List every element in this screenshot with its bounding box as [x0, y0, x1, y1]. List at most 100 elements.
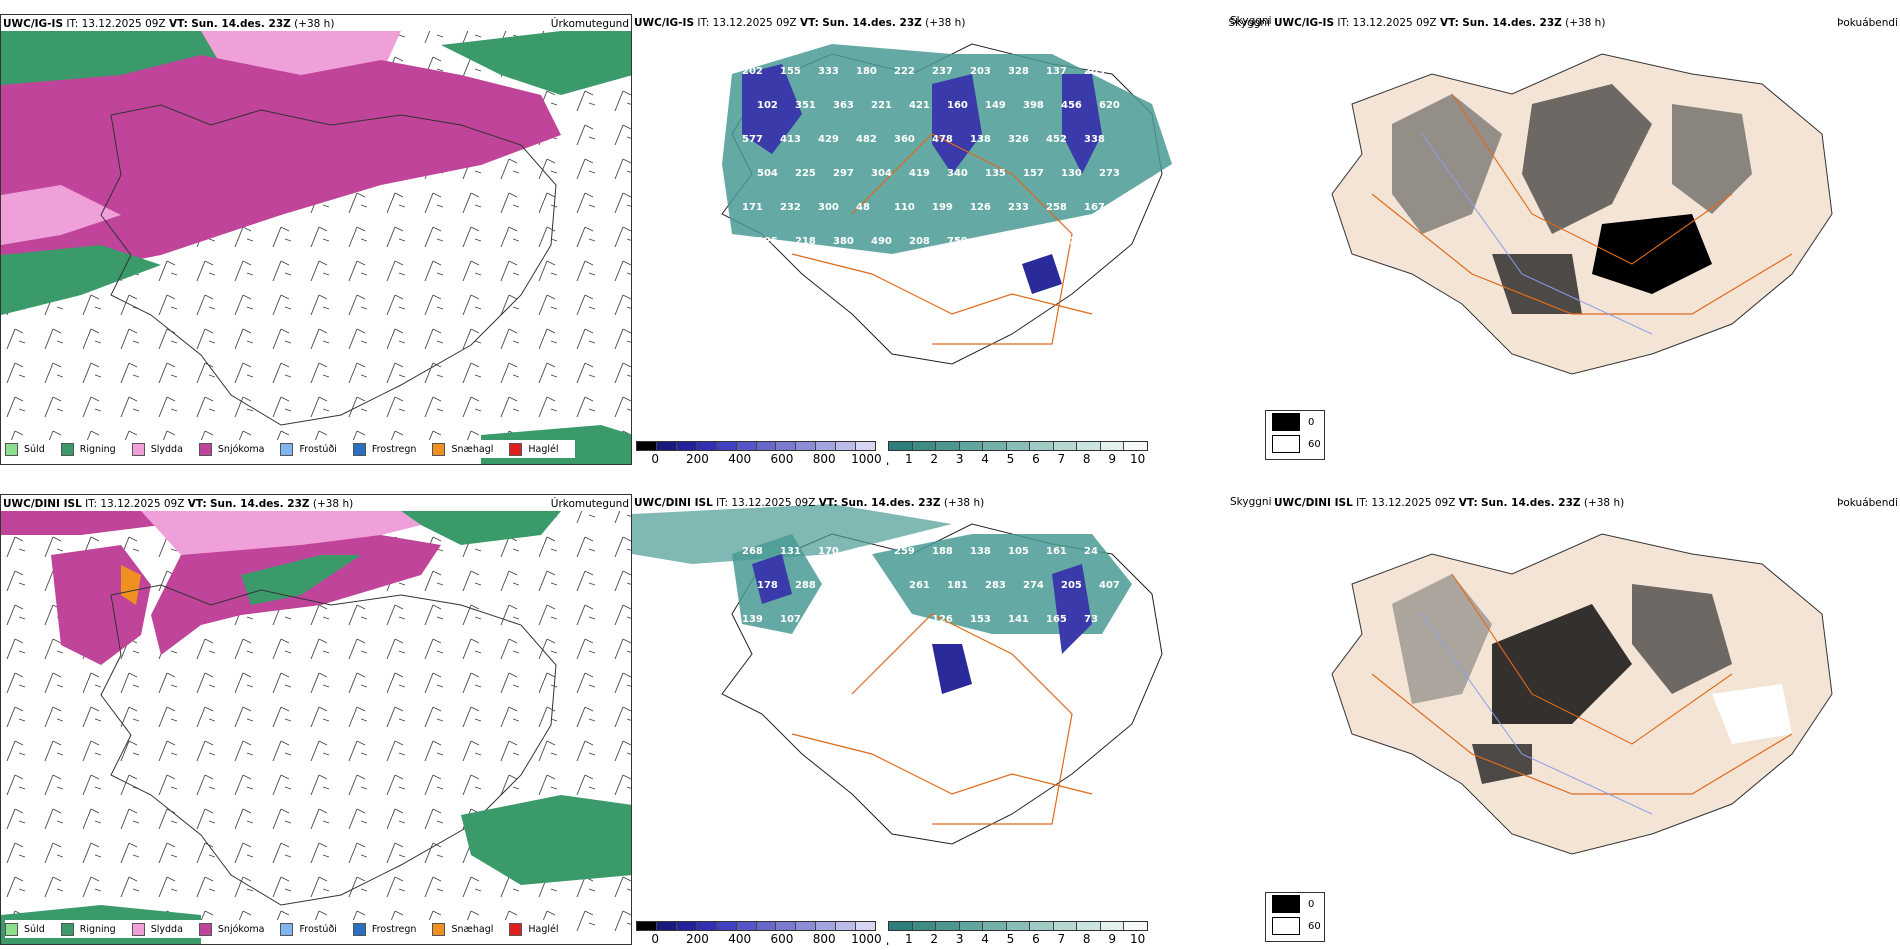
colorbar-cell	[1053, 922, 1078, 930]
vt-label: VT:	[1458, 497, 1478, 509]
colorbar-height: m 0 200 400 600 800 1000	[634, 441, 882, 465]
colorbar-cell	[676, 922, 697, 930]
colorbar-ticks: m 0 200 400 600 800 1000	[634, 932, 882, 945]
cloud-height-label: 452	[1046, 134, 1067, 145]
cloud-height-label: 218	[795, 236, 816, 247]
colorbar-cell	[983, 922, 1007, 930]
cloud-height-label: 208	[909, 236, 930, 247]
cloud-height-label: 222	[894, 66, 915, 77]
cloud-height-label: 180	[856, 66, 877, 77]
colorbar-cell	[936, 442, 960, 450]
swatch	[509, 442, 523, 456]
cloud-height-label: 326	[1008, 134, 1029, 145]
colorbar-unit: km	[886, 941, 905, 945]
vt-label: VT:	[818, 497, 838, 509]
cloud-map: 202 155 333 180 222 237 203 328 137 203 102 351 363 2…	[721, 43, 1172, 365]
cloud-height-label: 48	[856, 202, 870, 213]
colorbar-cell	[912, 922, 937, 930]
cloud-height-label: 141	[1008, 614, 1029, 625]
legend-label: Snæhagl	[451, 443, 494, 455]
cloud-height-label: 421	[909, 100, 930, 111]
cloud-height-label: 138	[970, 546, 991, 557]
cloud-height-label: 102	[1061, 236, 1082, 247]
vt-value: Sun. 14.des. 23Z	[841, 497, 941, 509]
colorbar-cell	[736, 922, 757, 930]
legend-label: Slydda	[150, 923, 183, 935]
cloud-height-label: 178	[757, 580, 778, 591]
cloud-height-label: 181	[947, 580, 968, 591]
precip-type-panel-2: UWC/DINI ISL IT: 13.12.2025 09Z VT: Sun.…	[0, 494, 632, 945]
cloud-height-label: 456	[1061, 100, 1082, 111]
colorbar-tick: 6	[1032, 452, 1040, 465]
cloud-height-label: 360	[894, 134, 915, 145]
legend-label: Haglél	[528, 443, 559, 455]
colorbar-cell	[1124, 442, 1148, 450]
it-value: 13.12.2025 09Z	[1371, 497, 1456, 509]
cloud-height-label: 398	[1023, 100, 1044, 111]
legend-item: Súld	[5, 920, 45, 938]
legend-label: Rigning	[79, 923, 116, 935]
colorbar-cell	[796, 922, 817, 930]
swatch	[1272, 917, 1300, 935]
colorbar-cell	[836, 922, 857, 930]
colorbar-cell	[637, 442, 657, 450]
colorbar-tick: 1000	[851, 932, 882, 945]
colorbar-ticks: km1 2 3 4 5 6 7 8 9 10	[886, 452, 1148, 465]
colorbar-tick: 800	[812, 452, 836, 465]
cloud-height-label: 259	[894, 546, 915, 557]
swatch	[198, 442, 212, 456]
cloud-height-label: 205	[1061, 580, 1082, 591]
precip-map	[1, 31, 631, 464]
swatch	[280, 922, 294, 936]
colorbar-tick: 8	[1082, 932, 1091, 945]
cloud-height-label: 419	[909, 168, 930, 179]
legend-label: Súld	[24, 443, 45, 455]
legend-item: Rigning	[60, 920, 116, 938]
panel-title: Úrkomutegund	[550, 498, 629, 510]
colorbar-cell	[1077, 442, 1101, 450]
colorbar-cell	[1006, 442, 1031, 450]
cloud-height-label: 261	[909, 580, 930, 591]
cloud-height-label: 237	[932, 66, 953, 77]
lead-time: (+38 h)	[294, 18, 335, 30]
cloud-height-label: 504	[757, 168, 778, 179]
colorbar-cell	[959, 922, 984, 930]
swatch	[60, 922, 74, 936]
model-name: UWC/IG-IS	[3, 18, 64, 30]
cloud-height-label: 165	[1046, 614, 1067, 625]
colorbar-ticks: m 0 200 400 600 800 1000	[634, 452, 882, 465]
cloud-height-label: 429	[818, 134, 839, 145]
colorbar-cell	[756, 922, 777, 930]
legend-label: Frostúði	[299, 443, 337, 455]
cloud-height-label: 157	[1023, 168, 1044, 179]
colorbar-tick: 4	[981, 932, 989, 945]
colorbar-tick: 2	[930, 932, 939, 945]
fog-panel-1: UWC/IG-IS IT: 13.12.2025 09Z VT: Sun. 14…	[1272, 14, 1900, 465]
colorbar-tick: 1000	[851, 452, 882, 465]
lead-time: (+38 h)	[925, 17, 966, 29]
legend-label: Frostregn	[371, 923, 417, 935]
fog-legend-item: 60	[1266, 433, 1324, 455]
colorbar-tick: 10	[1129, 452, 1146, 465]
skyggni-label: Skyggni	[1230, 15, 1272, 27]
cloud-height-label: 110	[894, 202, 915, 213]
legend-label: Rigning	[79, 443, 116, 455]
cloud-map: 268 131 170 163 259 188 138 105 161 24 178 288 492 39…	[632, 504, 1163, 845]
precip-map	[1, 511, 631, 944]
colorbar-tick: 6	[1032, 932, 1040, 945]
cloud-height-label: 363	[833, 100, 854, 111]
cloud-height-label: 225	[795, 168, 816, 179]
colorbar-tick: 0	[651, 932, 660, 945]
panel-header: UWC/IG-IS IT: 13.12.2025 09Z VT: Sun. 14…	[1274, 16, 1898, 30]
precip-legend: Súld Rigning Slydda Snjókoma Frostúði Fr…	[5, 440, 575, 458]
fog-legend-2: 0 60	[1265, 892, 1325, 942]
colorbar-tick: 7	[1057, 932, 1066, 945]
colorbar-tick: 2	[930, 452, 939, 465]
colorbar-tick: 3	[955, 452, 964, 465]
colorbar-tick: 9	[1108, 452, 1116, 465]
legend-label: Snjókoma	[217, 923, 265, 935]
colorbar-cell	[1124, 922, 1148, 930]
it-value: 13.12.2025 09Z	[731, 497, 816, 509]
legend-item: Snæhagl	[432, 440, 493, 458]
legend-label: 0	[1308, 416, 1315, 428]
